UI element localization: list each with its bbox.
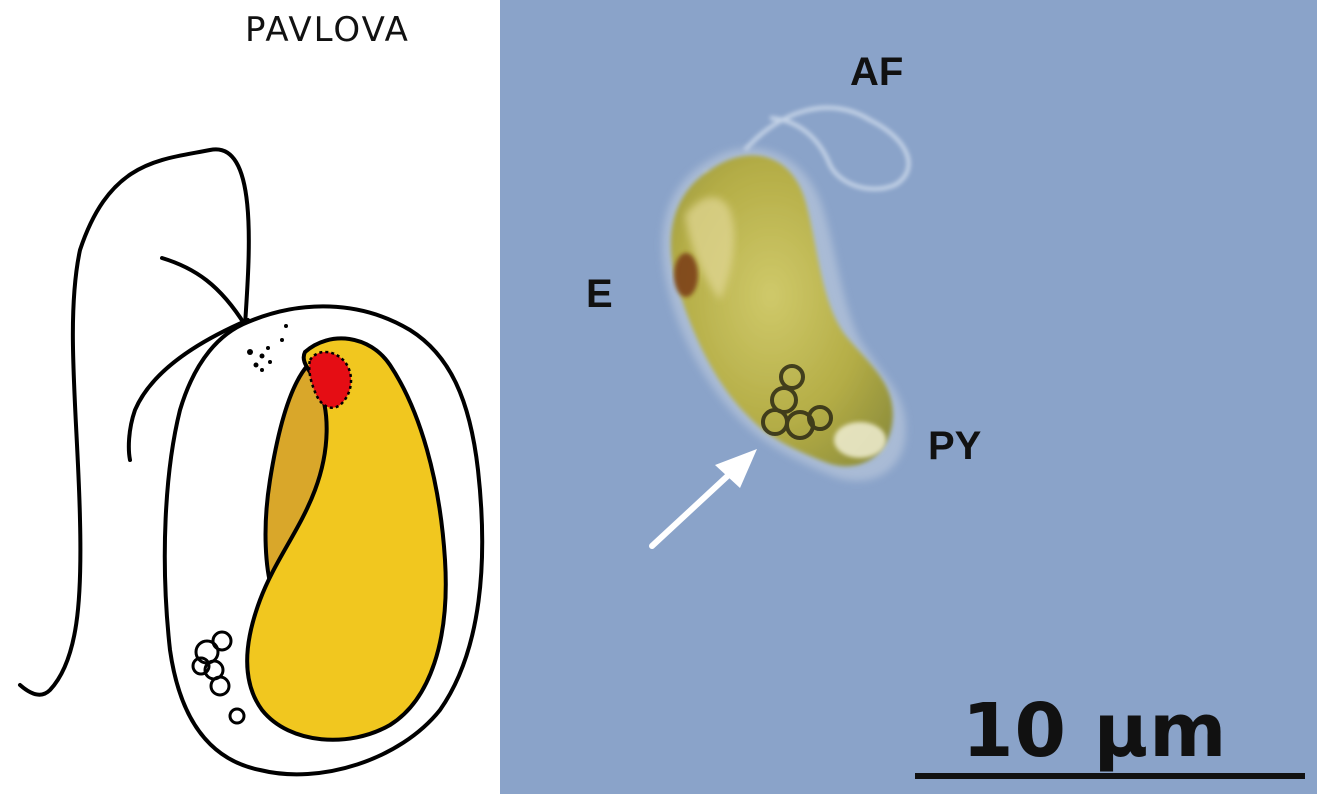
micrograph-panel: AF E PY 10 μm (500, 0, 1317, 794)
label-py: PY (928, 424, 982, 468)
posterior-flagellum (126, 318, 250, 462)
scale-bar-label: 10 μm (962, 688, 1228, 774)
micrograph-eyespot (674, 253, 698, 297)
drawing-title: PAVLOVA (245, 10, 410, 50)
eyespot (307, 350, 353, 409)
pavlova-drawing (18, 147, 485, 777)
short-flagellum (160, 256, 247, 327)
micrograph-flagella (743, 105, 911, 191)
basal-granules (247, 324, 288, 372)
label-e: E (586, 272, 613, 316)
pointer-arrow (649, 449, 757, 549)
micrograph-pyrenoid (834, 422, 886, 458)
chloroplast (245, 336, 448, 742)
long-flagellum (18, 147, 251, 697)
pavlova-drawing-panel: PAVLOVA (0, 0, 500, 794)
pyrenoid-rings (761, 364, 833, 440)
label-af: AF (850, 50, 904, 94)
vesicles (191, 630, 246, 725)
micrograph-image (500, 0, 1317, 794)
